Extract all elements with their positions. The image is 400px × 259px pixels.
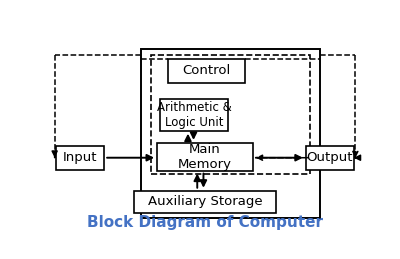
Text: Input: Input [63, 151, 98, 164]
Bar [142, 49, 320, 218]
Text: Block Diagram of Computer: Block Diagram of Computer [87, 214, 323, 229]
Bar [134, 191, 276, 213]
Text: Control: Control [182, 64, 231, 77]
Text: Auxiliary Storage: Auxiliary Storage [148, 195, 262, 208]
Text: Arithmetic &
Logic Unit: Arithmetic & Logic Unit [157, 101, 232, 129]
Bar [160, 99, 228, 131]
Text: Main
Memory: Main Memory [178, 143, 232, 171]
Bar [56, 146, 104, 170]
Bar [151, 55, 310, 174]
Bar [306, 146, 354, 170]
Bar [168, 59, 245, 83]
Bar [157, 143, 253, 171]
Text: Output: Output [306, 151, 353, 164]
